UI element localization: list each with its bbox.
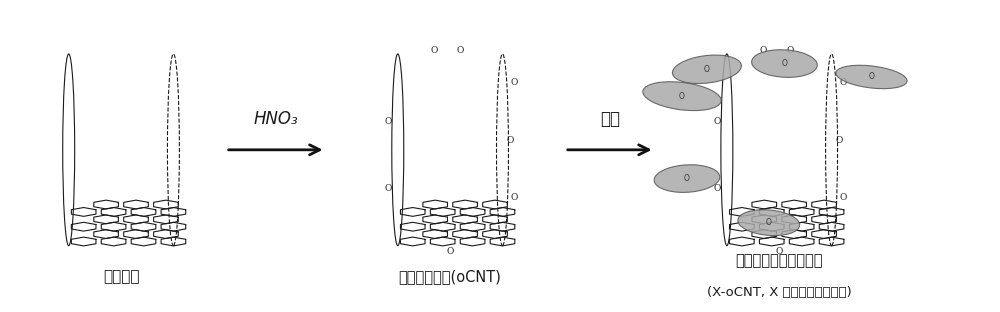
Text: 碳纳米管: 碳纳米管 (103, 269, 139, 284)
Text: O: O (713, 117, 721, 125)
Ellipse shape (836, 65, 907, 89)
Text: 氧化碳纳米管(oCNT): 氧化碳纳米管(oCNT) (399, 269, 502, 284)
Ellipse shape (738, 210, 800, 236)
Text: O: O (511, 78, 518, 87)
Text: O: O (782, 59, 787, 68)
Text: O: O (840, 78, 847, 87)
Text: HNO₃: HNO₃ (253, 110, 298, 128)
Text: O: O (457, 46, 464, 55)
Text: O: O (760, 46, 767, 55)
Ellipse shape (672, 55, 741, 84)
Text: O: O (713, 184, 721, 193)
Text: O: O (684, 174, 690, 183)
Text: 浸渍: 浸渍 (600, 110, 620, 128)
Text: O: O (776, 247, 783, 256)
Text: O: O (869, 72, 874, 81)
Text: O: O (511, 193, 518, 202)
Text: O: O (431, 46, 438, 55)
Text: O: O (786, 46, 793, 55)
Text: 浸渍处理后的碳纳米管: 浸渍处理后的碳纳米管 (735, 254, 823, 269)
Text: O: O (766, 218, 772, 227)
Text: O: O (840, 193, 847, 202)
Text: O: O (679, 92, 685, 101)
Text: O: O (836, 136, 843, 145)
Text: O: O (384, 184, 392, 193)
Text: O: O (446, 247, 454, 256)
Text: O: O (384, 117, 392, 125)
Text: O: O (704, 65, 710, 74)
Ellipse shape (654, 165, 720, 193)
Text: (X-oCNT, X 代表浸渍氨盐种类): (X-oCNT, X 代表浸渍氨盐种类) (707, 285, 852, 299)
Ellipse shape (752, 50, 817, 77)
Ellipse shape (643, 82, 721, 110)
Text: O: O (507, 136, 514, 145)
